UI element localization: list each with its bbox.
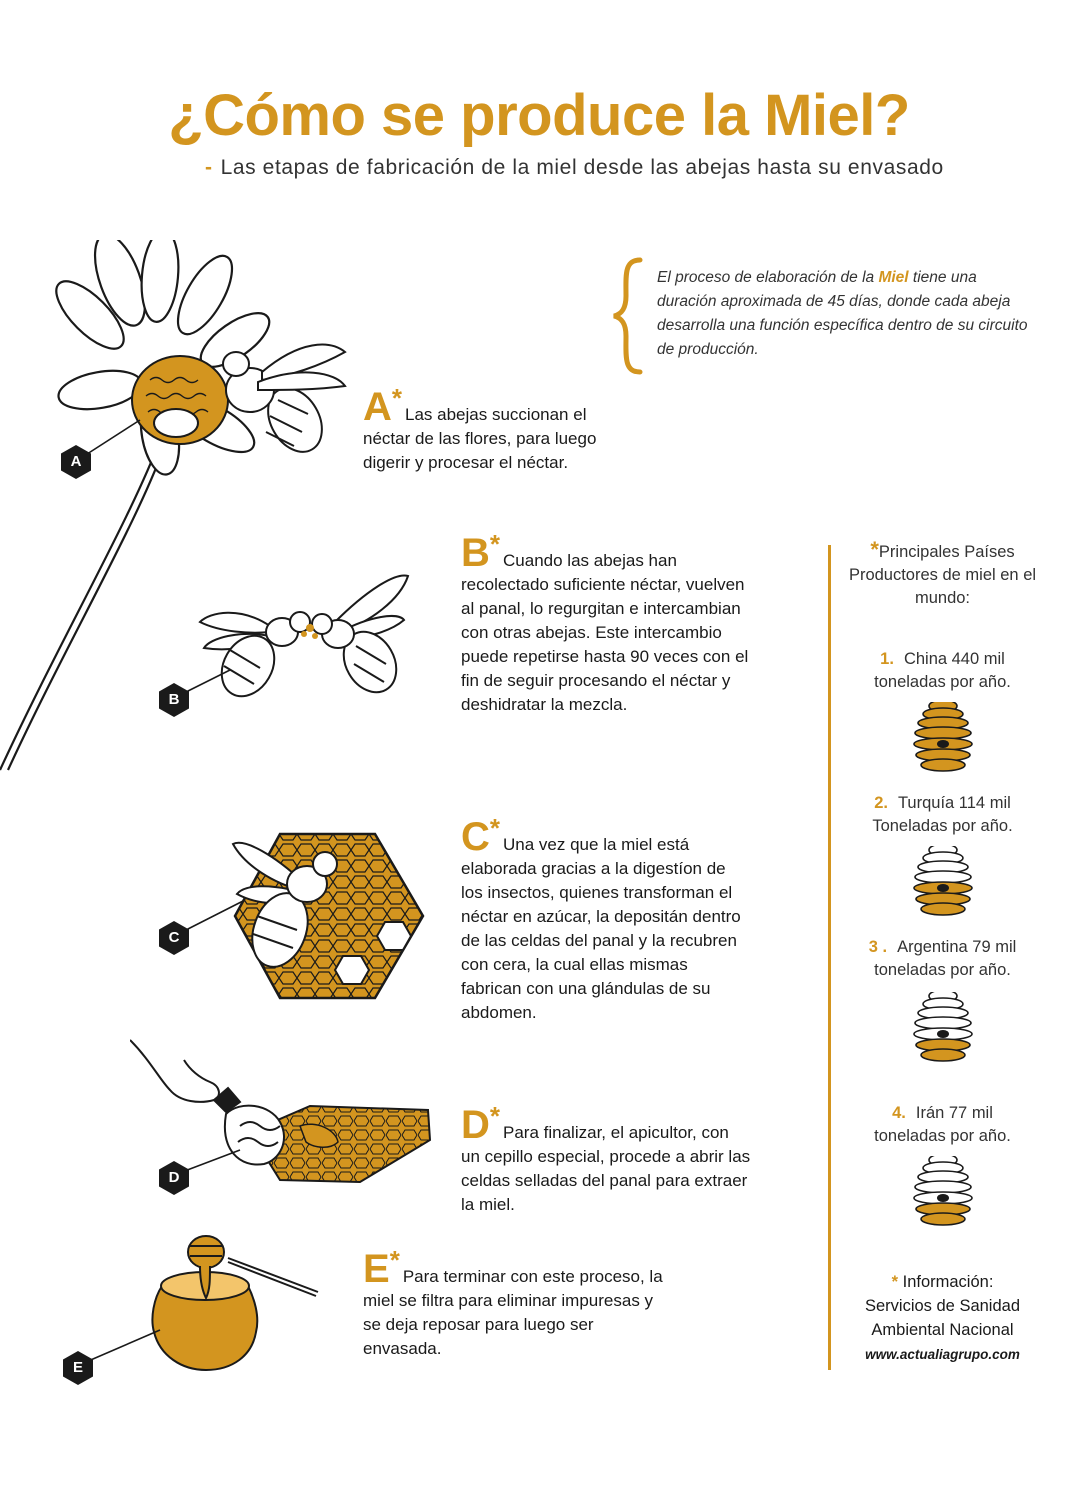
country-unit: toneladas por año. (874, 1127, 1011, 1145)
step-a-star: * (391, 383, 403, 413)
step-e-letter: E (363, 1247, 390, 1291)
country-item: 1. China 440 mil toneladas por año. (845, 648, 1040, 694)
label-e: E (60, 1350, 96, 1386)
intro-after: tiene una duración aproximada de 45 días… (657, 269, 1028, 358)
step-a-letter: A (363, 385, 392, 429)
step-d-letter: D (461, 1103, 490, 1147)
hexagon-icon (159, 1161, 189, 1195)
beekeeper-brush-illustration (130, 1039, 432, 1184)
step-e-star: * (389, 1245, 400, 1275)
country-item: 3 . Argentina 79 mil toneladas por año. (845, 936, 1040, 982)
label-a: A (58, 444, 94, 480)
beehive-icon (913, 992, 973, 1062)
label-c: C (156, 920, 192, 956)
source-name: Servicios de Sanidad Ambiental Nacional (864, 1297, 1020, 1339)
intro-text: El proceso de elaboración de la Miel tie… (657, 266, 1037, 362)
beehive-ring (914, 1180, 972, 1194)
intro-before: El proceso de elaboración de la (657, 269, 879, 286)
label-d: D (156, 1160, 192, 1196)
hexagon-icon (159, 921, 189, 955)
country-rank: 2. (874, 794, 888, 812)
country-name: Irán 77 mil (915, 1104, 993, 1122)
flower-bee-illustration (0, 240, 347, 771)
honey-jar-illustration (151, 1235, 319, 1372)
beehive-ring (920, 902, 966, 916)
country-item: 2. Turquía 114 mil Toneladas por año. (845, 792, 1040, 838)
subtitle-text: Las etapas de fabricación de la miel des… (220, 156, 944, 179)
step-c: C*Una vez que la miel está elaborada gra… (461, 815, 751, 1025)
sidebar-heading-text: Principales Países Productores de miel e… (848, 543, 1037, 607)
step-d-star: * (489, 1101, 501, 1131)
beehive-icon (913, 846, 973, 916)
step-c-star: * (489, 813, 501, 843)
country-rank: 4. (892, 1104, 906, 1122)
country-unit: Toneladas por año. (872, 817, 1013, 835)
step-b: B*Cuando las abejas han recolectado sufi… (461, 531, 751, 717)
step-c-letter: C (461, 815, 490, 859)
hexagon-icon (63, 1351, 93, 1385)
country-name: Turquía 114 mil (897, 794, 1011, 812)
page-title: ¿Cómo se produce la Miel? (168, 83, 910, 148)
step-b-letter: B (461, 531, 490, 575)
beehive-ring (914, 1016, 972, 1030)
source-url: www.actualiagrupo.com (865, 1347, 1020, 1362)
step-d-text: Para finalizar, el apicultor, con un cep… (461, 1123, 751, 1214)
label-e-text: E (72, 1359, 83, 1376)
label-c-text: C (168, 929, 180, 946)
country-rank: 1. (880, 650, 894, 668)
step-b-text: Cuando las abejas han recolectado sufici… (461, 551, 749, 714)
step-c-text: Una vez que la miel está elaborada graci… (461, 835, 741, 1022)
beehive-ring (920, 1212, 966, 1226)
step-d: D*Para finalizar, el apicultor, con un c… (461, 1103, 751, 1217)
beehive-door (937, 884, 949, 892)
country-name: Argentina 79 mil (897, 938, 1017, 956)
country-unit: toneladas por año. (874, 673, 1011, 691)
beehive-door (937, 740, 949, 748)
bees-exchange-illustration (198, 574, 410, 698)
country-item: 4. Irán 77 mil toneladas por año. (845, 1102, 1040, 1148)
country-rank: 3 . (868, 938, 888, 956)
sidebar-heading: *Principales Países Productores de miel … (845, 538, 1040, 610)
step-a: A*Las abejas succionan el néctar de las … (363, 385, 633, 475)
page-subtitle: - Las etapas de fabricación de la miel de… (205, 156, 944, 180)
label-b: B (156, 682, 192, 718)
beehive-icon (913, 702, 973, 772)
label-d-text: D (168, 1169, 180, 1186)
beehive-door (937, 1030, 949, 1038)
sidebar-divider (828, 545, 831, 1370)
source-star: * (891, 1273, 899, 1291)
sidebar-heading-star: * (870, 537, 879, 562)
beehive-ring (920, 1048, 966, 1062)
source-label: Información: (902, 1273, 994, 1291)
curly-brace-icon (613, 257, 643, 375)
step-a-text: Las abejas succionan el néctar de las fl… (363, 405, 597, 472)
source-block: * Información: Servicios de Sanidad Ambie… (845, 1270, 1040, 1367)
label-a-text: A (70, 453, 82, 470)
step-e-text: Para terminar con este proceso, la miel … (363, 1267, 663, 1358)
hexagon-icon (61, 445, 91, 479)
beehive-door (937, 1194, 949, 1202)
country-unit: toneladas por año. (874, 961, 1011, 979)
step-b-star: * (489, 529, 501, 559)
honeycomb-bee-illustration (231, 832, 425, 1000)
beehive-ring (920, 758, 966, 772)
beehive-icon (913, 1156, 973, 1226)
intro-highlight: Miel (878, 269, 909, 286)
hexagon-icon (159, 683, 189, 717)
label-b-text: B (168, 691, 180, 708)
country-name: China 440 mil (903, 650, 1005, 668)
step-e: E*Para terminar con este proceso, la mie… (363, 1247, 663, 1361)
subtitle-dash: - (205, 156, 213, 179)
